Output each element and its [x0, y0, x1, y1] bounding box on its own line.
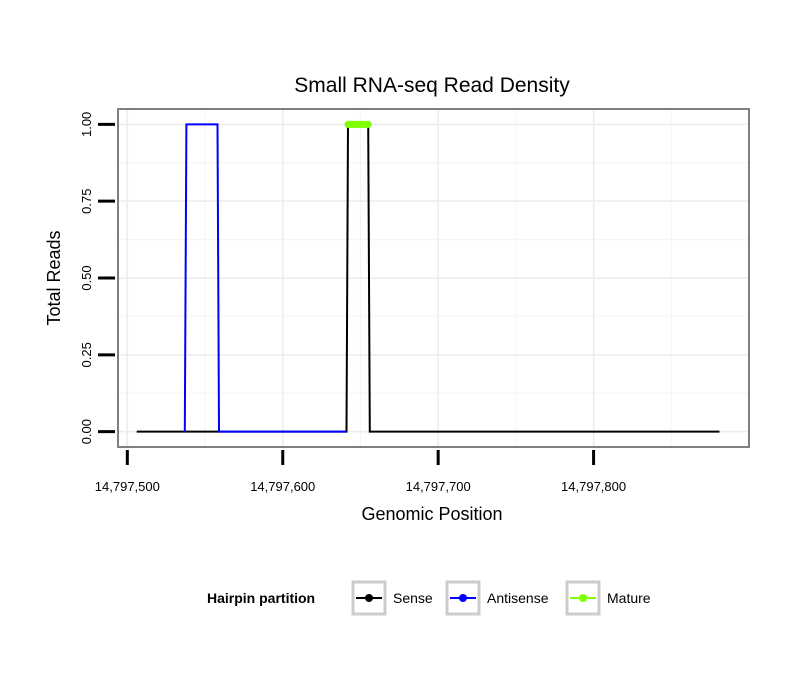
y-tick-label: 0.25 [79, 342, 94, 367]
series-group [136, 120, 720, 433]
x-tick-label: 14,797,800 [561, 479, 626, 494]
legend-label: Sense [393, 590, 433, 606]
x-tick-label: 14,797,500 [95, 479, 160, 494]
legend-item-antisense: Antisense [445, 580, 549, 616]
x-tick-label: 14,797,600 [250, 479, 315, 494]
y-tick-label: 0.00 [79, 419, 94, 444]
legend-label: Mature [607, 590, 651, 606]
y-axis-title: Total Reads [44, 230, 64, 325]
legend-label: Antisense [487, 590, 549, 606]
y-tick-label: 1.00 [79, 112, 94, 137]
chart-title: Small RNA-seq Read Density [294, 74, 570, 97]
legend-key-point [579, 594, 587, 602]
x-tick-label: 14,797,700 [406, 479, 471, 494]
axis-ticks: 14,797,500 14,797,600 14,797,700 14,797,800… [79, 112, 626, 494]
series-line-antisense [183, 123, 347, 433]
x-axis-title: Genomic Position [361, 504, 502, 524]
legend-key-point [365, 594, 373, 602]
plot-panel-border [117, 108, 750, 448]
y-tick-label: 0.75 [79, 189, 94, 214]
legend-item-mature: Mature [565, 580, 651, 616]
legend-item-sense: Sense [351, 580, 433, 616]
legend-key-point [459, 594, 467, 602]
y-tick-label: 0.50 [79, 265, 94, 290]
legend-title: Hairpin partition [207, 590, 315, 606]
legend: Hairpin partition Sense Antisense Mature [207, 580, 651, 616]
grid [118, 109, 749, 447]
